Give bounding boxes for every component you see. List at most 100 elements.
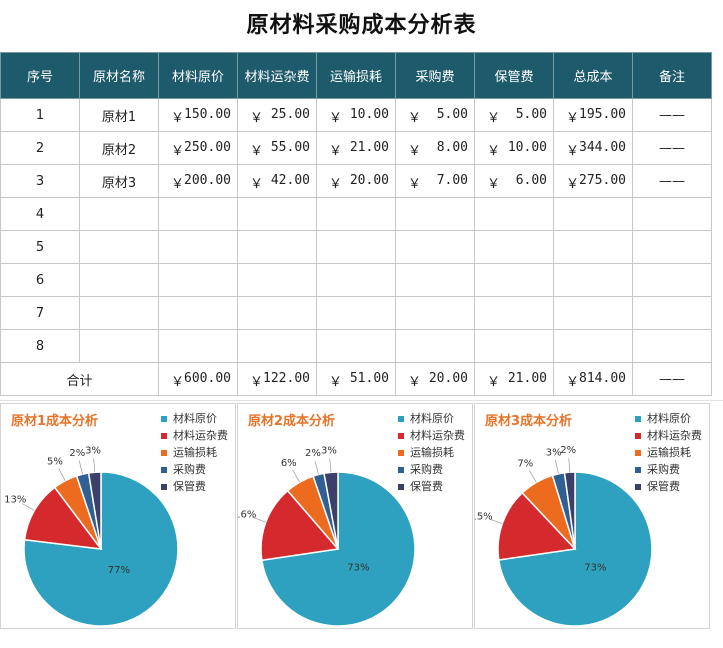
amount-cell[interactable] [237, 230, 317, 264]
amount-cell[interactable]: ￥ 5.00 [395, 98, 475, 132]
row-number-cell[interactable]: 2 [0, 131, 80, 165]
amount-cell[interactable] [158, 329, 238, 363]
amount-cell[interactable] [158, 263, 238, 297]
amount-cell[interactable]: ￥ 42.00 [237, 164, 317, 198]
amount-cell[interactable] [316, 230, 396, 264]
amount-cell[interactable] [237, 296, 317, 330]
row-number-cell[interactable]: 8 [0, 329, 80, 363]
amount-cell[interactable] [158, 230, 238, 264]
note-cell[interactable] [632, 197, 712, 231]
amount-cell[interactable]: ￥ 5.00 [474, 98, 554, 132]
note-cell[interactable]: —— [632, 131, 712, 165]
amount-cell[interactable] [553, 197, 633, 231]
amount-cell[interactable]: ￥ 600.00 [158, 362, 238, 396]
amount-cell[interactable]: ￥ 275.00 [553, 164, 633, 198]
amount-cell[interactable]: ￥ 21.00 [474, 362, 554, 396]
amount-cell[interactable] [553, 296, 633, 330]
row-number-cell[interactable]: 3 [0, 164, 80, 198]
amount-cell[interactable] [395, 230, 475, 264]
material-name-cell[interactable] [79, 296, 159, 330]
chart-panel-1[interactable]: 77% 13% 5% 2% 3% 原材1成本分析 材料原价 材料运杂费 运输损耗 采购费 保管费 [0, 403, 236, 629]
note-cell[interactable] [632, 296, 712, 330]
material-name-cell[interactable]: 原材2 [79, 131, 159, 165]
material-name-cell[interactable]: 原材1 [79, 98, 159, 132]
pie-slice[interactable] [497, 491, 577, 561]
amount-cell[interactable]: ￥ 20.00 [395, 362, 475, 396]
amount-cell[interactable] [395, 329, 475, 363]
header-cell[interactable]: 备注 [632, 52, 712, 99]
amount-cell[interactable]: ￥ 8.00 [395, 131, 475, 165]
amount-cell[interactable] [395, 197, 475, 231]
amount-cell[interactable] [553, 329, 633, 363]
amount-cell[interactable] [316, 263, 396, 297]
note-cell[interactable] [632, 230, 712, 264]
material-name-cell[interactable] [79, 230, 159, 264]
amount-cell[interactable] [237, 329, 317, 363]
note-cell[interactable]: —— [632, 362, 712, 396]
amount-cell[interactable]: ￥ 195.00 [553, 98, 633, 132]
amount-cell[interactable] [553, 230, 633, 264]
pie-slice[interactable] [563, 471, 576, 550]
amount-cell[interactable] [474, 296, 554, 330]
note-cell[interactable]: —— [632, 164, 712, 198]
amount-cell[interactable]: ￥ 250.00 [158, 131, 238, 165]
row-number-cell[interactable]: 1 [0, 98, 80, 132]
amount-cell[interactable] [316, 296, 396, 330]
row-number-cell[interactable]: 6 [0, 263, 80, 297]
header-cell[interactable]: 保管费 [474, 52, 554, 99]
pie-slice[interactable] [23, 471, 179, 627]
header-cell[interactable]: 原材名称 [79, 52, 159, 99]
header-cell[interactable]: 序号 [0, 52, 80, 99]
amount-cell[interactable]: ￥ 344.00 [553, 131, 633, 165]
amount-cell[interactable]: ￥ 10.00 [474, 131, 554, 165]
amount-cell[interactable] [474, 230, 554, 264]
currency-symbol: ￥ [487, 111, 501, 126]
header-cell[interactable]: 运输损耗 [316, 52, 396, 99]
amount-cell[interactable]: ￥ 21.00 [316, 131, 396, 165]
material-name-cell[interactable] [79, 263, 159, 297]
amount-cell[interactable]: ￥ 51.00 [316, 362, 396, 396]
amount-cell[interactable] [474, 263, 554, 297]
amount-cell[interactable] [316, 197, 396, 231]
header-cell[interactable]: 材料运杂费 [237, 52, 317, 99]
amount-cell[interactable] [158, 197, 238, 231]
amount-cell[interactable] [553, 263, 633, 297]
pie-data-label: 7% [517, 458, 533, 469]
note-cell[interactable]: —— [632, 98, 712, 132]
amount-cell[interactable] [395, 296, 475, 330]
total-label-cell[interactable]: 合计 [0, 362, 159, 396]
row-number-cell[interactable]: 5 [0, 230, 80, 264]
amount-cell[interactable] [158, 296, 238, 330]
amount-cell[interactable]: ￥ 20.00 [316, 164, 396, 198]
amount-cell[interactable]: ￥ 200.00 [158, 164, 238, 198]
amount-cell[interactable]: ￥ 10.00 [316, 98, 396, 132]
amount-cell[interactable] [474, 197, 554, 231]
amount-cell[interactable]: ￥ 25.00 [237, 98, 317, 132]
material-name-cell[interactable] [79, 197, 159, 231]
amount-cell[interactable]: ￥ 150.00 [158, 98, 238, 132]
pie-slice[interactable] [23, 486, 103, 550]
amount-cell[interactable]: ￥ 122.00 [237, 362, 317, 396]
note-cell[interactable] [632, 329, 712, 363]
amount-cell[interactable]: ￥ 6.00 [474, 164, 554, 198]
header-cell[interactable]: 总成本 [553, 52, 633, 99]
header-cell[interactable]: 采购费 [395, 52, 475, 99]
amount-cell[interactable]: ￥ 7.00 [395, 164, 475, 198]
amount-cell[interactable] [474, 329, 554, 363]
amount-cell[interactable] [237, 197, 317, 231]
pie-slice[interactable] [260, 489, 340, 562]
row-number-cell[interactable]: 4 [0, 197, 80, 231]
amount-cell[interactable] [316, 329, 396, 363]
amount-cell[interactable] [395, 263, 475, 297]
material-name-cell[interactable]: 原材3 [79, 164, 159, 198]
note-cell[interactable] [632, 263, 712, 297]
amount-cell[interactable] [237, 263, 317, 297]
amount-cell[interactable]: ￥ 814.00 [553, 362, 633, 396]
row-number-cell[interactable]: 7 [0, 296, 80, 330]
legend-swatch [398, 432, 404, 439]
amount-cell[interactable]: ￥ 55.00 [237, 131, 317, 165]
material-name-cell[interactable] [79, 329, 159, 363]
header-cell[interactable]: 材料原价 [158, 52, 238, 99]
